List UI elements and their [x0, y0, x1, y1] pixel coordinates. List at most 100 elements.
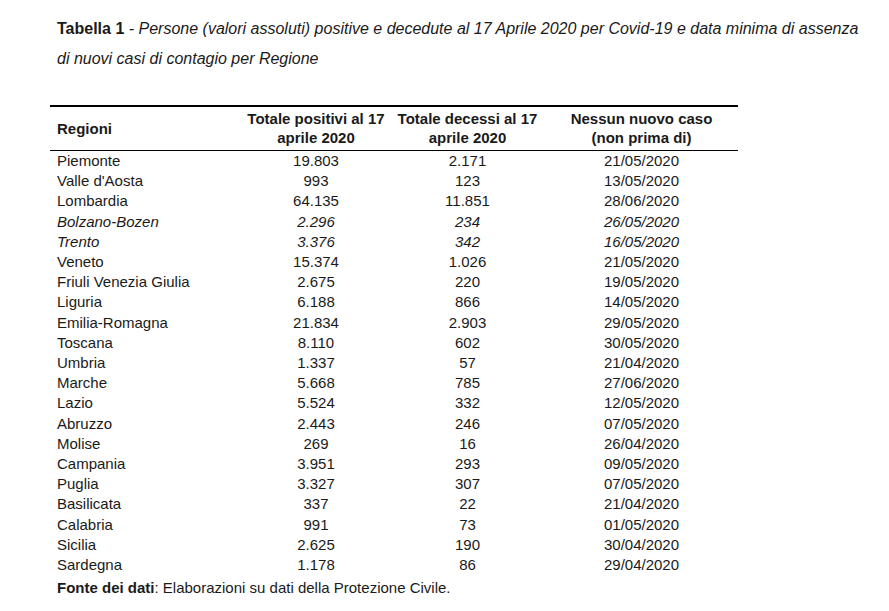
positivi-cell: 2.443 [242, 414, 390, 434]
region-name-cell: Emilia-Romagna [50, 313, 242, 333]
positivi-cell: 3.951 [242, 454, 390, 474]
positivi-cell: 993 [242, 171, 390, 191]
table-header-row: Regioni Totale positivi al 17 aprile 202… [50, 106, 738, 151]
positivi-cell: 19.803 [242, 151, 390, 172]
positivi-cell: 1.178 [242, 555, 390, 575]
decessi-cell: 190 [390, 535, 545, 555]
table-row: Lazio 5.524 332 12/05/2020 [50, 393, 738, 413]
decessi-cell: 86 [390, 555, 545, 575]
table-row: Liguria 6.188 866 14/05/2020 [50, 292, 738, 312]
nessun-nuovo-caso-cell: 26/05/2020 [545, 212, 738, 232]
positivi-cell: 1.337 [242, 353, 390, 373]
decessi-cell: 602 [390, 333, 545, 353]
positivi-cell: 991 [242, 515, 390, 535]
nessun-nuovo-caso-cell: 21/04/2020 [545, 353, 738, 373]
decessi-cell: 73 [390, 515, 545, 535]
region-name-cell: Veneto [50, 252, 242, 272]
table-caption-number: Tabella 1 [57, 20, 124, 37]
table-row: Abruzzo 2.443 246 07/05/2020 [50, 414, 738, 434]
decessi-cell: 16 [390, 434, 545, 454]
nessun-nuovo-caso-cell: 30/04/2020 [545, 535, 738, 555]
positivi-cell: 3.327 [242, 474, 390, 494]
column-header-regioni: Regioni [50, 106, 242, 151]
table-row: Sicilia 2.625 190 30/04/2020 [50, 535, 738, 555]
region-name-cell: Bolzano-Bozen [50, 212, 242, 232]
positivi-cell: 15.374 [242, 252, 390, 272]
region-name-cell: Puglia [50, 474, 242, 494]
region-name-cell: Sardegna [50, 555, 242, 575]
nessun-nuovo-caso-cell: 16/05/2020 [545, 232, 738, 252]
table-row: Trento 3.376 342 16/05/2020 [50, 232, 738, 252]
decessi-cell: 2.171 [390, 151, 545, 172]
region-name-cell: Lazio [50, 393, 242, 413]
table-row: Puglia 3.327 307 07/05/2020 [50, 474, 738, 494]
decessi-cell: 342 [390, 232, 545, 252]
decessi-cell: 2.903 [390, 313, 545, 333]
decessi-cell: 866 [390, 292, 545, 312]
nessun-nuovo-caso-cell: 29/05/2020 [545, 313, 738, 333]
region-name-cell: Abruzzo [50, 414, 242, 434]
table-row: Campania 3.951 293 09/05/2020 [50, 454, 738, 474]
column-header-nessun-nuovo-caso: Nessun nuovo caso (non prima di) [545, 106, 738, 151]
nessun-nuovo-caso-cell: 21/05/2020 [545, 151, 738, 172]
decessi-cell: 332 [390, 393, 545, 413]
data-source-note: Fonte dei dati: Elaborazioni su dati del… [57, 578, 889, 597]
positivi-cell: 6.188 [242, 292, 390, 312]
region-name-cell: Basilicata [50, 494, 242, 514]
region-name-cell: Calabria [50, 515, 242, 535]
region-name-cell: Valle d'Aosta [50, 171, 242, 191]
table-caption-text: - Persone (valori assoluti) positive e d… [57, 20, 858, 67]
decessi-cell: 22 [390, 494, 545, 514]
regions-table: Regioni Totale positivi al 17 aprile 202… [50, 105, 738, 575]
table-row: Toscana 8.110 602 30/05/2020 [50, 333, 738, 353]
table-row: Friuli Venezia Giulia 2.675 220 19/05/20… [50, 272, 738, 292]
nessun-nuovo-caso-cell: 13/05/2020 [545, 171, 738, 191]
column-header-label: Regioni [57, 119, 242, 138]
nessun-nuovo-caso-cell: 21/05/2020 [545, 252, 738, 272]
nessun-nuovo-caso-cell: 27/06/2020 [545, 373, 738, 393]
region-name-cell: Umbria [50, 353, 242, 373]
region-name-cell: Lombardia [50, 191, 242, 211]
nessun-nuovo-caso-cell: 07/05/2020 [545, 474, 738, 494]
column-header-totale-decessi: Totale decessi al 17 aprile 2020 [390, 106, 545, 151]
decessi-cell: 785 [390, 373, 545, 393]
data-source-text: : Elaborazioni su dati della Protezione … [155, 579, 451, 596]
column-header-label: Totale positivi al 17 [242, 109, 390, 128]
table-body: Piemonte 19.803 2.171 21/05/2020 Valle d… [50, 151, 738, 576]
table-row: Calabria 991 73 01/05/2020 [50, 515, 738, 535]
nessun-nuovo-caso-cell: 12/05/2020 [545, 393, 738, 413]
nessun-nuovo-caso-cell: 19/05/2020 [545, 272, 738, 292]
table-row: Emilia-Romagna 21.834 2.903 29/05/2020 [50, 313, 738, 333]
nessun-nuovo-caso-cell: 09/05/2020 [545, 454, 738, 474]
document-page: Tabella 1 - Persone (valori assoluti) po… [0, 0, 889, 611]
table-row: Lombardia 64.135 11.851 28/06/2020 [50, 191, 738, 211]
region-name-cell: Molise [50, 434, 242, 454]
table-row: Valle d'Aosta 993 123 13/05/2020 [50, 171, 738, 191]
decessi-cell: 246 [390, 414, 545, 434]
nessun-nuovo-caso-cell: 26/04/2020 [545, 434, 738, 454]
nessun-nuovo-caso-cell: 29/04/2020 [545, 555, 738, 575]
column-header-label: (non prima di) [545, 128, 738, 147]
positivi-cell: 3.376 [242, 232, 390, 252]
region-name-cell: Sicilia [50, 535, 242, 555]
nessun-nuovo-caso-cell: 01/05/2020 [545, 515, 738, 535]
column-header-totale-positivi: Totale positivi al 17 aprile 2020 [242, 106, 390, 151]
column-header-label: aprile 2020 [390, 128, 545, 147]
positivi-cell: 5.524 [242, 393, 390, 413]
region-name-cell: Toscana [50, 333, 242, 353]
positivi-cell: 337 [242, 494, 390, 514]
positivi-cell: 21.834 [242, 313, 390, 333]
nessun-nuovo-caso-cell: 07/05/2020 [545, 414, 738, 434]
decessi-cell: 1.026 [390, 252, 545, 272]
decessi-cell: 123 [390, 171, 545, 191]
positivi-cell: 269 [242, 434, 390, 454]
column-header-label: Nessun nuovo caso [545, 109, 738, 128]
decessi-cell: 11.851 [390, 191, 545, 211]
table-row: Sardegna 1.178 86 29/04/2020 [50, 555, 738, 575]
region-name-cell: Marche [50, 373, 242, 393]
table-caption: Tabella 1 - Persone (valori assoluti) po… [57, 14, 869, 74]
region-name-cell: Friuli Venezia Giulia [50, 272, 242, 292]
table-row: Bolzano-Bozen 2.296 234 26/05/2020 [50, 212, 738, 232]
decessi-cell: 57 [390, 353, 545, 373]
nessun-nuovo-caso-cell: 14/05/2020 [545, 292, 738, 312]
